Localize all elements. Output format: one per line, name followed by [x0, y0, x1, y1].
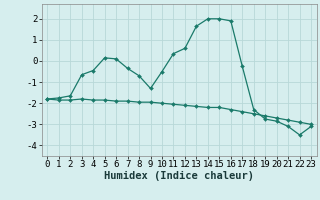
X-axis label: Humidex (Indice chaleur): Humidex (Indice chaleur)	[104, 171, 254, 181]
